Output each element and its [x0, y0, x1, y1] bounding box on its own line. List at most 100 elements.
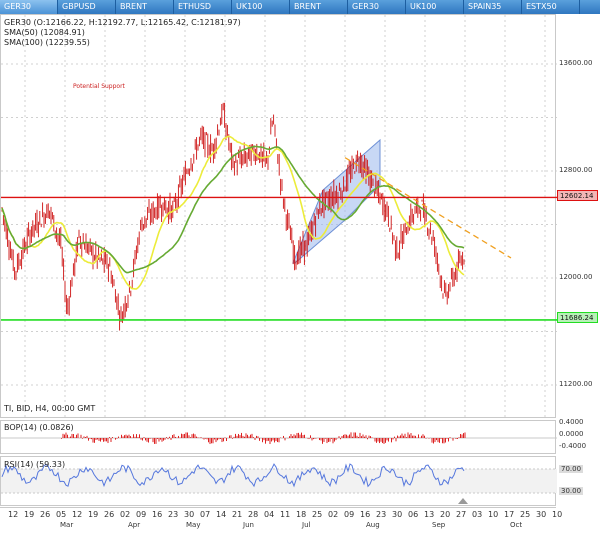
- bop-bar: [140, 438, 142, 440]
- bop-bar: [85, 437, 86, 438]
- bop-bar: [266, 438, 268, 442]
- bop-bar: [100, 438, 101, 442]
- rsi-indicator-pane[interactable]: RSI(14) (59.33): [0, 456, 557, 507]
- symbol-tab[interactable]: ESTX50: [522, 0, 580, 14]
- symbol-tab[interactable]: BRENT: [116, 0, 174, 14]
- bop-bar: [103, 438, 104, 442]
- bop-bar: [181, 433, 182, 438]
- price-chart-canvas[interactable]: [1, 15, 557, 419]
- bop-bar: [319, 438, 320, 441]
- bop-bar: [464, 432, 466, 438]
- bop-bar: [160, 438, 161, 440]
- bop-bar: [325, 438, 326, 439]
- symbol-tab[interactable]: GER30: [0, 0, 58, 14]
- time-axis-day-label: 09: [344, 510, 355, 519]
- bop-indicator-pane[interactable]: BOP(14) (0.0826): [0, 420, 557, 455]
- rsi-indicator-canvas[interactable]: [1, 457, 557, 507]
- bop-bar: [155, 438, 157, 444]
- bop-bar: [206, 438, 208, 440]
- bop-bar: [460, 434, 461, 438]
- bop-bar: [125, 434, 127, 438]
- sma100-line: [1, 145, 465, 274]
- bop-bar: [322, 438, 323, 444]
- price-axis[interactable]: 13600.00 12800.00 12000.00 11200.00 0.40…: [557, 14, 600, 506]
- bop-bar: [244, 436, 245, 438]
- bop-bar: [67, 434, 68, 438]
- time-axis[interactable]: 12 19 26 05 12 19 26 02 09 16 23 30 07 14 21 28 04 11 18 25…: [0, 507, 562, 533]
- bop-bar: [368, 435, 370, 438]
- scroll-arrow-icon[interactable]: [458, 498, 468, 504]
- bop-bar: [310, 435, 311, 438]
- bop-bar: [131, 437, 133, 438]
- symbol-tab[interactable]: GBPUSD: [58, 0, 116, 14]
- symbol-tab[interactable]: UK100: [406, 0, 464, 14]
- bop-bar: [121, 434, 122, 438]
- bop-bar: [127, 435, 128, 438]
- bop-bar: [223, 438, 224, 442]
- rsi-tick: 70.00: [559, 465, 584, 473]
- bop-bar: [298, 432, 299, 438]
- bop-bar: [401, 433, 403, 438]
- bop-bar: [431, 438, 433, 443]
- bop-bar: [214, 438, 215, 440]
- bop-bar: [361, 436, 362, 438]
- bop-bar: [302, 435, 304, 438]
- symbol-tab[interactable]: BRENT: [290, 0, 348, 14]
- bop-bar: [110, 438, 112, 442]
- bop-bar: [397, 435, 398, 438]
- bop-bar: [229, 435, 230, 438]
- bop-bar: [238, 433, 239, 438]
- bop-bar: [224, 437, 226, 438]
- time-axis-day-label: 18: [296, 510, 307, 519]
- bop-bar: [353, 432, 355, 438]
- resistance-price-tag: 12602.14: [557, 190, 598, 201]
- symbol-tab[interactable]: GER30: [348, 0, 406, 14]
- bop-bar: [445, 438, 446, 443]
- price-chart-pane[interactable]: GER30 (O:12166.22, H:12192.77, L:12165.4…: [0, 14, 557, 419]
- symbol-tab[interactable]: SPAIN35: [464, 0, 522, 14]
- bop-bar: [217, 438, 218, 441]
- chart-info-label: TI, BID, H4, 00:00 GMT: [4, 404, 96, 413]
- bop-bar: [332, 438, 334, 444]
- bop-bar: [349, 434, 350, 438]
- time-axis-day-label: 20: [440, 510, 451, 519]
- bop-bar: [164, 438, 166, 440]
- bop-bar: [115, 438, 116, 440]
- bop-bar: [61, 438, 62, 439]
- bop-bar: [97, 438, 98, 440]
- bop-bar: [461, 434, 463, 438]
- bop-bar: [122, 436, 124, 438]
- bop-bar: [208, 438, 209, 443]
- bop-bar: [386, 438, 388, 441]
- bop-bar: [235, 433, 236, 438]
- time-axis-day-label: 19: [24, 510, 35, 519]
- bop-bar: [434, 438, 436, 443]
- bop-bar: [359, 432, 361, 438]
- symbol-tab[interactable]: UK100: [232, 0, 290, 14]
- chart-legend: GER30 (O:12166.22, H:12192.77, L:12165.4…: [4, 18, 241, 48]
- bop-bar: [139, 434, 140, 438]
- bop-bar: [398, 436, 400, 438]
- bop-bar: [88, 438, 89, 441]
- bop-bar: [394, 436, 395, 438]
- bop-bar: [215, 438, 217, 443]
- bop-bar: [145, 438, 146, 441]
- bop-bar: [370, 436, 371, 438]
- bop-bar: [154, 438, 155, 444]
- time-axis-day-label: 06: [408, 510, 419, 519]
- bop-bar: [70, 436, 71, 438]
- bop-indicator-canvas[interactable]: [1, 421, 557, 455]
- bop-bar: [166, 437, 167, 438]
- bop-bar: [263, 438, 265, 441]
- symbol-tab-bar: GER30 GBPUSD BRENT ETHUSD UK100 BRENT GER30 UK1…: [0, 0, 600, 14]
- time-axis-day-label: 12: [72, 510, 83, 519]
- symbol-tab[interactable]: ETHUSD: [174, 0, 232, 14]
- bop-bar: [106, 438, 107, 442]
- bop-bar: [418, 434, 419, 438]
- bop-bar: [299, 434, 301, 438]
- bop-bar: [149, 438, 151, 439]
- bop-bar: [412, 435, 413, 438]
- bop-bar: [257, 436, 259, 438]
- time-axis-day-label: 10: [552, 510, 563, 519]
- trendline: [344, 157, 512, 259]
